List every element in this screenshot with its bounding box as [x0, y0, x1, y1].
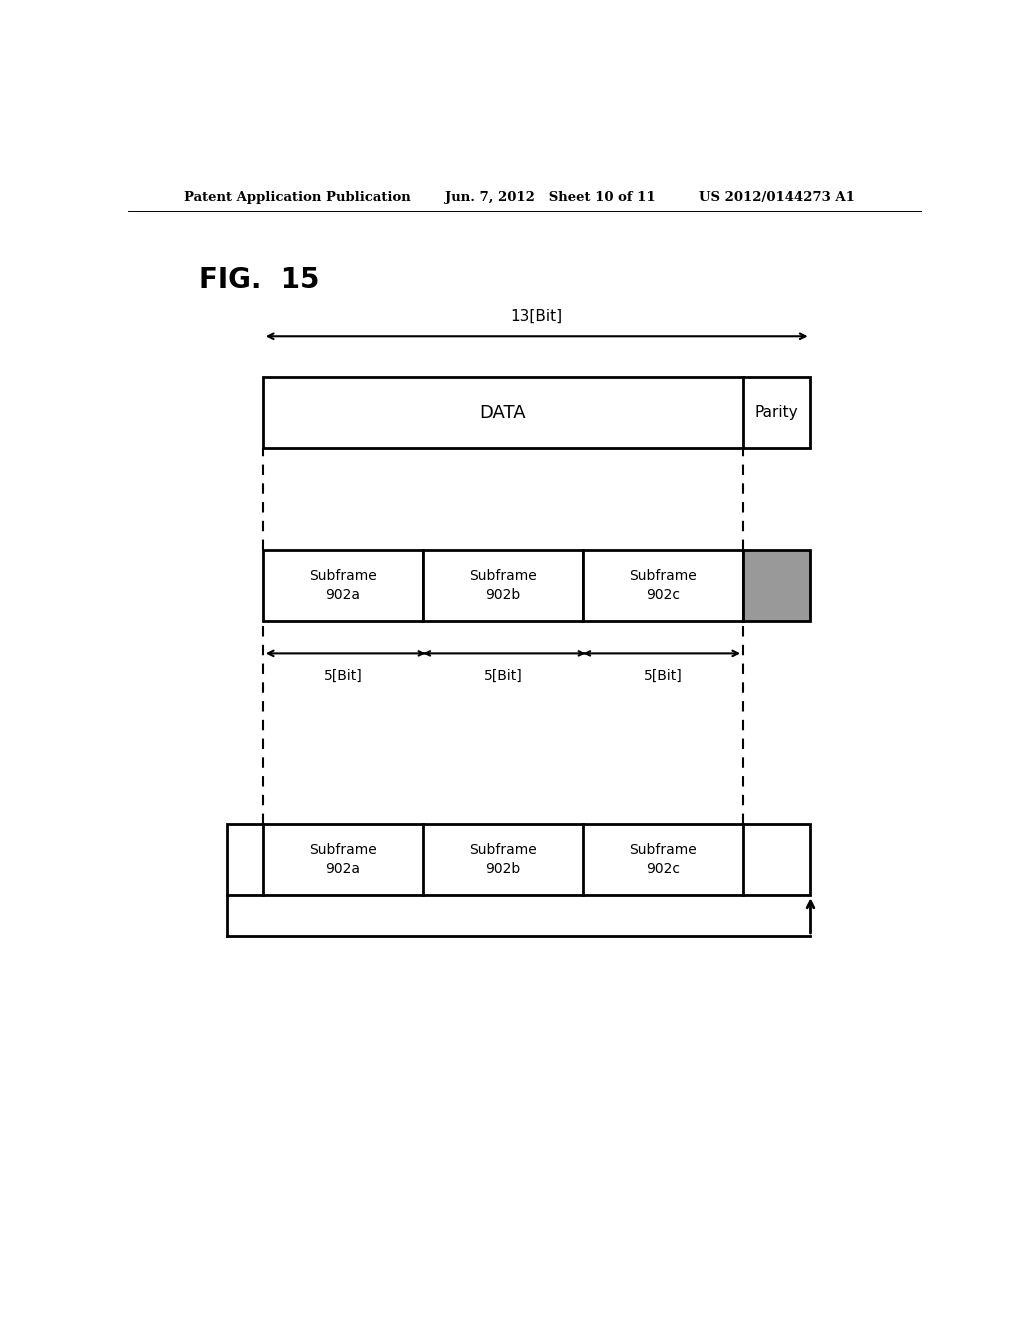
Text: Jun. 7, 2012   Sheet 10 of 11: Jun. 7, 2012 Sheet 10 of 11	[445, 190, 656, 203]
Text: FIG.  15: FIG. 15	[200, 267, 319, 294]
Bar	[423, 549, 583, 620]
Text: Subframe
902a: Subframe 902a	[309, 569, 377, 602]
Text: 13[Bit]: 13[Bit]	[511, 309, 563, 325]
Text: US 2012/0144273 A1: US 2012/0144273 A1	[699, 190, 855, 203]
Bar	[263, 378, 811, 447]
Bar	[227, 824, 811, 895]
Text: Subframe
902c: Subframe 902c	[629, 843, 697, 876]
Bar	[743, 549, 811, 620]
Text: Subframe
902b: Subframe 902b	[469, 569, 537, 602]
Text: 5[Bit]: 5[Bit]	[483, 669, 522, 682]
Text: DATA: DATA	[479, 404, 526, 421]
Text: Subframe
902b: Subframe 902b	[469, 843, 537, 876]
Text: Patent Application Publication: Patent Application Publication	[183, 190, 411, 203]
Text: Subframe
902c: Subframe 902c	[629, 569, 697, 602]
Text: Parity: Parity	[755, 405, 799, 420]
Text: 5[Bit]: 5[Bit]	[324, 669, 362, 682]
Bar	[263, 549, 423, 620]
Text: 5[Bit]: 5[Bit]	[644, 669, 682, 682]
Text: Subframe
902a: Subframe 902a	[309, 843, 377, 876]
Bar	[583, 549, 743, 620]
